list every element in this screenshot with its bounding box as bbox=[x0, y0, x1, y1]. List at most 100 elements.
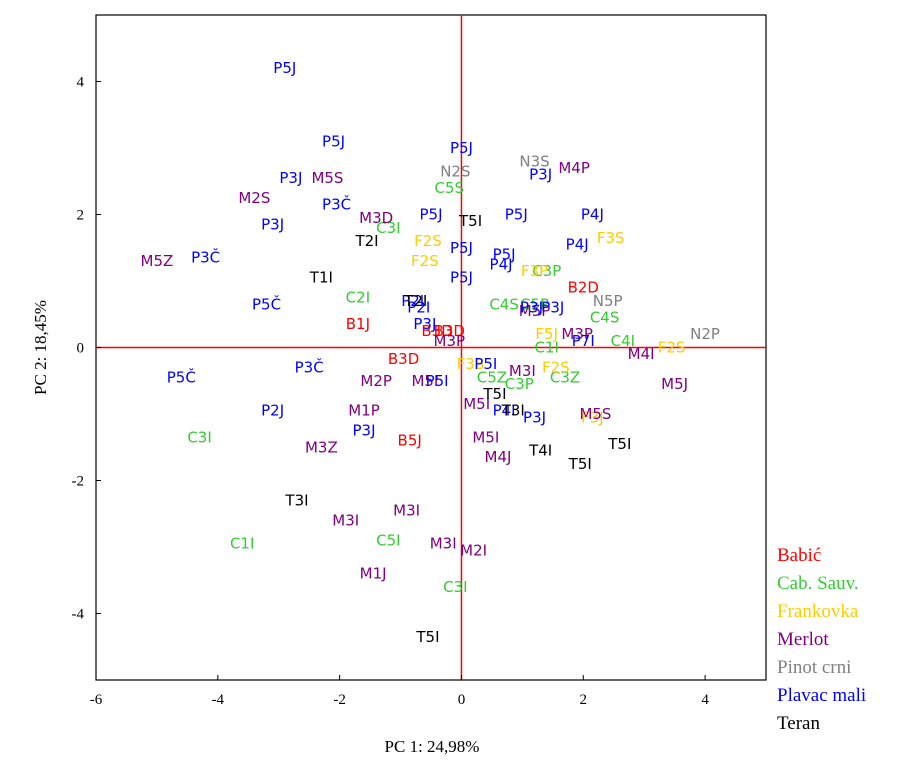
point-label: M5S bbox=[579, 405, 611, 423]
legend-entry: Babić bbox=[777, 545, 821, 566]
point-label: M3I bbox=[430, 535, 457, 553]
point-label: P3Č bbox=[191, 248, 220, 267]
point-label: B2D bbox=[568, 279, 599, 297]
point-label: M5I bbox=[463, 395, 490, 413]
point-label: N3S bbox=[519, 152, 549, 170]
point-label: C2I bbox=[346, 289, 370, 307]
point-label: C3P bbox=[532, 262, 561, 280]
legend: Babić Cab. Sauv. Frankovka Merlot Pinot crni… bbox=[777, 545, 866, 734]
point-label: F3P bbox=[521, 262, 548, 280]
point-label: C1I bbox=[230, 535, 254, 553]
point-label: F5J bbox=[535, 325, 558, 343]
point-label: M3P bbox=[434, 332, 466, 350]
point-label: P2I bbox=[407, 299, 430, 317]
point-label: P5J bbox=[450, 269, 473, 287]
point-label: T2I bbox=[354, 232, 378, 250]
y-tick-label: 4 bbox=[77, 75, 85, 91]
point-label: M2I bbox=[460, 541, 487, 559]
point-label: P3J bbox=[413, 315, 436, 333]
point-label: M5I bbox=[472, 428, 499, 446]
point-label: M3I bbox=[332, 511, 359, 529]
point-label: M3D bbox=[359, 209, 393, 227]
point-label: P4I bbox=[493, 402, 516, 420]
point-label: M5Z bbox=[141, 252, 174, 270]
point-label: M5P bbox=[519, 302, 551, 320]
point-label: C1I bbox=[535, 339, 559, 357]
y-tick-label: 2 bbox=[77, 208, 85, 224]
x-tick-label: 2 bbox=[580, 692, 588, 708]
point-label: P4J bbox=[581, 206, 604, 224]
point-label: P3J bbox=[279, 169, 302, 187]
point-label: P2I bbox=[401, 292, 424, 310]
point-label: B3D bbox=[421, 322, 452, 340]
point-label: C4S bbox=[590, 309, 620, 327]
x-axis-title: PC 1: 24,98% bbox=[385, 737, 480, 756]
x-tick-label: -6 bbox=[90, 692, 103, 708]
point-label: P3J bbox=[529, 166, 552, 184]
point-label: F2S bbox=[411, 252, 439, 270]
point-label: P5I bbox=[474, 355, 497, 373]
point-label: C4I bbox=[611, 332, 635, 350]
point-label: B1J bbox=[346, 315, 370, 333]
point-label: P5Č bbox=[252, 294, 281, 313]
point-label: M3Z bbox=[305, 438, 338, 456]
point-label: M4P bbox=[558, 159, 590, 177]
point-label: C5P bbox=[520, 295, 549, 313]
point-label: T1I bbox=[309, 269, 333, 287]
point-label: M3I bbox=[509, 362, 536, 380]
point-label: T2I bbox=[403, 292, 427, 310]
point-label: T3I bbox=[284, 491, 308, 509]
point-label: M2P bbox=[360, 372, 392, 390]
point-label: P5Č bbox=[167, 367, 196, 386]
point-label: M4J bbox=[485, 448, 512, 466]
point-label: P5J bbox=[322, 132, 345, 150]
point-label: C3I bbox=[443, 578, 467, 596]
point-label: P4J bbox=[566, 235, 589, 253]
point-label: B3D bbox=[434, 322, 465, 340]
point-label: C3I bbox=[187, 428, 211, 446]
point-label: T5I bbox=[482, 385, 506, 403]
point-label: P5J bbox=[273, 59, 296, 77]
point-label: C3P bbox=[505, 375, 534, 393]
point-label: P3J bbox=[523, 408, 546, 426]
point-label: C5I bbox=[376, 531, 400, 549]
axis-ticks: -6 -4 -2 0 2 4 -4 -2 0 2 4 bbox=[72, 75, 710, 709]
x-tick-label: -2 bbox=[333, 692, 346, 708]
y-tick-label: -4 bbox=[72, 607, 85, 623]
point-label: T5I bbox=[568, 455, 592, 473]
point-label: M4I bbox=[628, 345, 655, 363]
y-tick-label: 0 bbox=[77, 341, 85, 357]
point-label: C5Z bbox=[477, 368, 507, 386]
point-label: M5S bbox=[311, 169, 343, 187]
point-label: P5J bbox=[505, 206, 528, 224]
legend-entry: Frankovka bbox=[777, 601, 859, 622]
point-label: M5J bbox=[661, 375, 688, 393]
point-label: P5J bbox=[419, 206, 442, 224]
point-label: F3S bbox=[597, 229, 625, 247]
point-label: M2S bbox=[238, 189, 270, 207]
point-label: P3J bbox=[352, 422, 375, 440]
point-label: P5J bbox=[450, 139, 473, 157]
x-tick-label: 4 bbox=[701, 692, 709, 708]
point-label: F2S bbox=[542, 358, 570, 376]
point-label: N2S bbox=[440, 162, 470, 180]
point-label: P3J bbox=[261, 215, 284, 233]
point-label: M3P bbox=[561, 325, 593, 343]
point-label: N5P bbox=[593, 292, 623, 310]
point-label: M3I bbox=[393, 501, 420, 519]
legend-entry: Pinot crni bbox=[777, 657, 851, 678]
point-label: T4I bbox=[528, 442, 552, 460]
y-tick-label: -2 bbox=[72, 474, 85, 490]
point-label: M1P bbox=[348, 402, 380, 420]
point-label: C3I bbox=[376, 219, 400, 237]
point-label: P3Č bbox=[295, 357, 324, 376]
point-label: T5I bbox=[458, 212, 482, 230]
point-label: F2S bbox=[414, 232, 442, 250]
point-label: F3J bbox=[581, 408, 604, 426]
point-label: F3S bbox=[457, 355, 485, 373]
legend-entry: Teran bbox=[777, 713, 820, 734]
x-tick-label: 0 bbox=[458, 692, 466, 708]
point-label: F2S bbox=[658, 339, 686, 357]
